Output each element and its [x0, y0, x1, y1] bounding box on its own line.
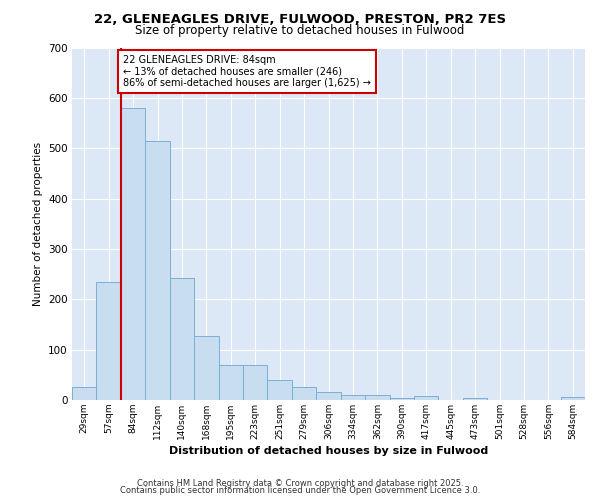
Bar — [389, 398, 414, 400]
Bar — [463, 398, 487, 400]
Bar — [365, 395, 389, 400]
Text: Size of property relative to detached houses in Fulwood: Size of property relative to detached ho… — [136, 24, 464, 37]
Bar — [121, 108, 145, 400]
X-axis label: Distribution of detached houses by size in Fulwood: Distribution of detached houses by size … — [169, 446, 488, 456]
Bar — [243, 365, 268, 400]
Bar — [341, 395, 365, 400]
Text: 22, GLENEAGLES DRIVE, FULWOOD, PRESTON, PR2 7ES: 22, GLENEAGLES DRIVE, FULWOOD, PRESTON, … — [94, 13, 506, 26]
Text: Contains public sector information licensed under the Open Government Licence 3.: Contains public sector information licen… — [120, 486, 480, 495]
Text: Contains HM Land Registry data © Crown copyright and database right 2025.: Contains HM Land Registry data © Crown c… — [137, 478, 463, 488]
Bar — [292, 388, 316, 400]
Bar — [268, 380, 292, 400]
Bar — [145, 140, 170, 400]
Bar — [72, 388, 97, 400]
Bar — [218, 365, 243, 400]
Bar — [414, 396, 439, 400]
Bar — [170, 278, 194, 400]
Bar — [560, 398, 585, 400]
Bar — [316, 392, 341, 400]
Bar — [194, 336, 218, 400]
Text: 22 GLENEAGLES DRIVE: 84sqm
← 13% of detached houses are smaller (246)
86% of sem: 22 GLENEAGLES DRIVE: 84sqm ← 13% of deta… — [124, 55, 371, 88]
Bar — [97, 282, 121, 400]
Y-axis label: Number of detached properties: Number of detached properties — [32, 142, 43, 306]
